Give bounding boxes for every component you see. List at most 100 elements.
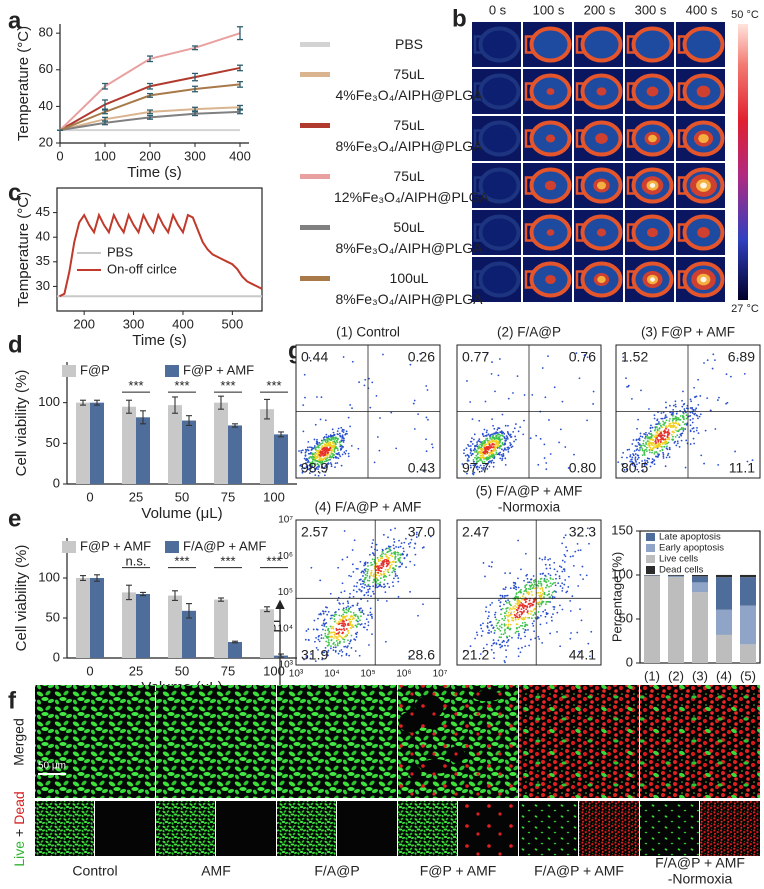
thermal-spot: [650, 183, 655, 188]
flow-dot: [353, 596, 355, 598]
legend-swatch: [646, 544, 655, 552]
flow-dot: [661, 436, 663, 438]
flow-dot: [381, 567, 383, 569]
flow-dot: [630, 454, 632, 456]
flow-dot: [494, 441, 496, 443]
flow-dot: [499, 427, 501, 429]
flow-dot: [640, 389, 642, 391]
flow-dot: [376, 395, 378, 397]
flow-dot: [650, 427, 652, 429]
flow-dot: [744, 373, 746, 375]
flow-dot: [342, 651, 344, 653]
panel-label: f: [8, 687, 17, 714]
image-layer: [458, 801, 518, 856]
flow-dot: [673, 405, 675, 407]
flow-dot: [703, 463, 705, 465]
flow-dot: [472, 453, 474, 455]
flow-dot: [531, 587, 533, 589]
flow-dot: [425, 438, 427, 440]
legend-swatch: [165, 541, 179, 553]
flow-dot: [491, 441, 493, 443]
flow-dot: [675, 420, 677, 422]
flow-dot: [498, 620, 500, 622]
flow-dot: [649, 445, 651, 447]
thermal-spot: [547, 229, 555, 236]
flow-dot: [481, 635, 483, 637]
flow-dot: [338, 653, 340, 655]
y-tick-label: 80: [39, 25, 53, 40]
flow-dot: [501, 641, 503, 643]
flow-dot: [659, 423, 661, 425]
flow-dot: [352, 571, 354, 573]
flow-dot: [487, 449, 489, 451]
flow-dot: [514, 632, 516, 634]
flow-dot: [549, 596, 551, 598]
flow-dot: [499, 445, 501, 447]
flow-dot: [512, 617, 514, 619]
flow-dot: [580, 574, 582, 576]
flow-dot: [326, 607, 328, 609]
flow-dot: [513, 587, 515, 589]
flow-dot: [669, 456, 671, 458]
flow-dot: [523, 580, 525, 582]
flow-dot: [675, 406, 677, 408]
flow-dot: [523, 420, 525, 422]
flow-dot: [537, 592, 539, 594]
flow-dot: [655, 439, 657, 441]
flow-dot: [333, 615, 335, 617]
flow-dot: [696, 430, 698, 432]
flow-dot: [373, 593, 375, 595]
flow-dot: [617, 461, 619, 463]
flow-dot: [670, 423, 672, 425]
flow-dot: [657, 429, 659, 431]
flow-dot: [551, 620, 553, 622]
flow-dot: [366, 592, 368, 594]
flow-dot: [665, 465, 667, 467]
bar-segment: [716, 575, 732, 577]
flow-dot: [520, 589, 522, 591]
flow-dot: [660, 412, 662, 414]
flow-dot: [346, 607, 348, 609]
flow-dot: [488, 434, 490, 436]
flow-dot: [379, 565, 381, 567]
flow-dot: [499, 644, 501, 646]
image-layer: [640, 801, 699, 856]
flow-dot: [656, 419, 658, 421]
flow-dot: [491, 645, 493, 647]
flow-dot: [379, 417, 381, 419]
flow-dot: [546, 594, 548, 596]
flow-dot: [510, 624, 512, 626]
flow-dot: [480, 628, 482, 630]
flow-dot: [529, 586, 531, 588]
flow-dot: [507, 625, 509, 627]
flow-dot: [543, 580, 545, 582]
flow-dot: [398, 566, 400, 568]
flow-dot: [322, 610, 324, 612]
flow-dot: [667, 454, 669, 456]
flow-dot: [356, 604, 358, 606]
flow-dot: [650, 425, 652, 427]
flow-dot: [380, 573, 382, 575]
flow-dot: [340, 620, 342, 622]
flow-dot: [491, 450, 493, 452]
flow-dot: [324, 633, 326, 635]
flow-dot: [490, 451, 492, 453]
flow-dot: [507, 599, 509, 601]
flow-dot: [545, 468, 547, 470]
flow-dot: [694, 409, 696, 411]
flow-dot: [524, 622, 526, 624]
flow-dot: [328, 631, 330, 633]
thermal-image: [574, 210, 623, 255]
flow-dot: [647, 438, 649, 440]
flow-dot: [507, 449, 509, 451]
x-tick-label: 400: [172, 316, 194, 331]
quadrant-value: 97.7: [462, 460, 489, 476]
flow-dot: [550, 574, 552, 576]
flow-dot: [637, 455, 639, 457]
flow-dot: [549, 567, 551, 569]
flow-dot: [525, 624, 527, 626]
flow-y-tick: 10⁵: [278, 587, 293, 598]
significance: ***: [220, 378, 235, 393]
flow-dot: [510, 611, 512, 613]
flow-dot: [627, 386, 629, 388]
